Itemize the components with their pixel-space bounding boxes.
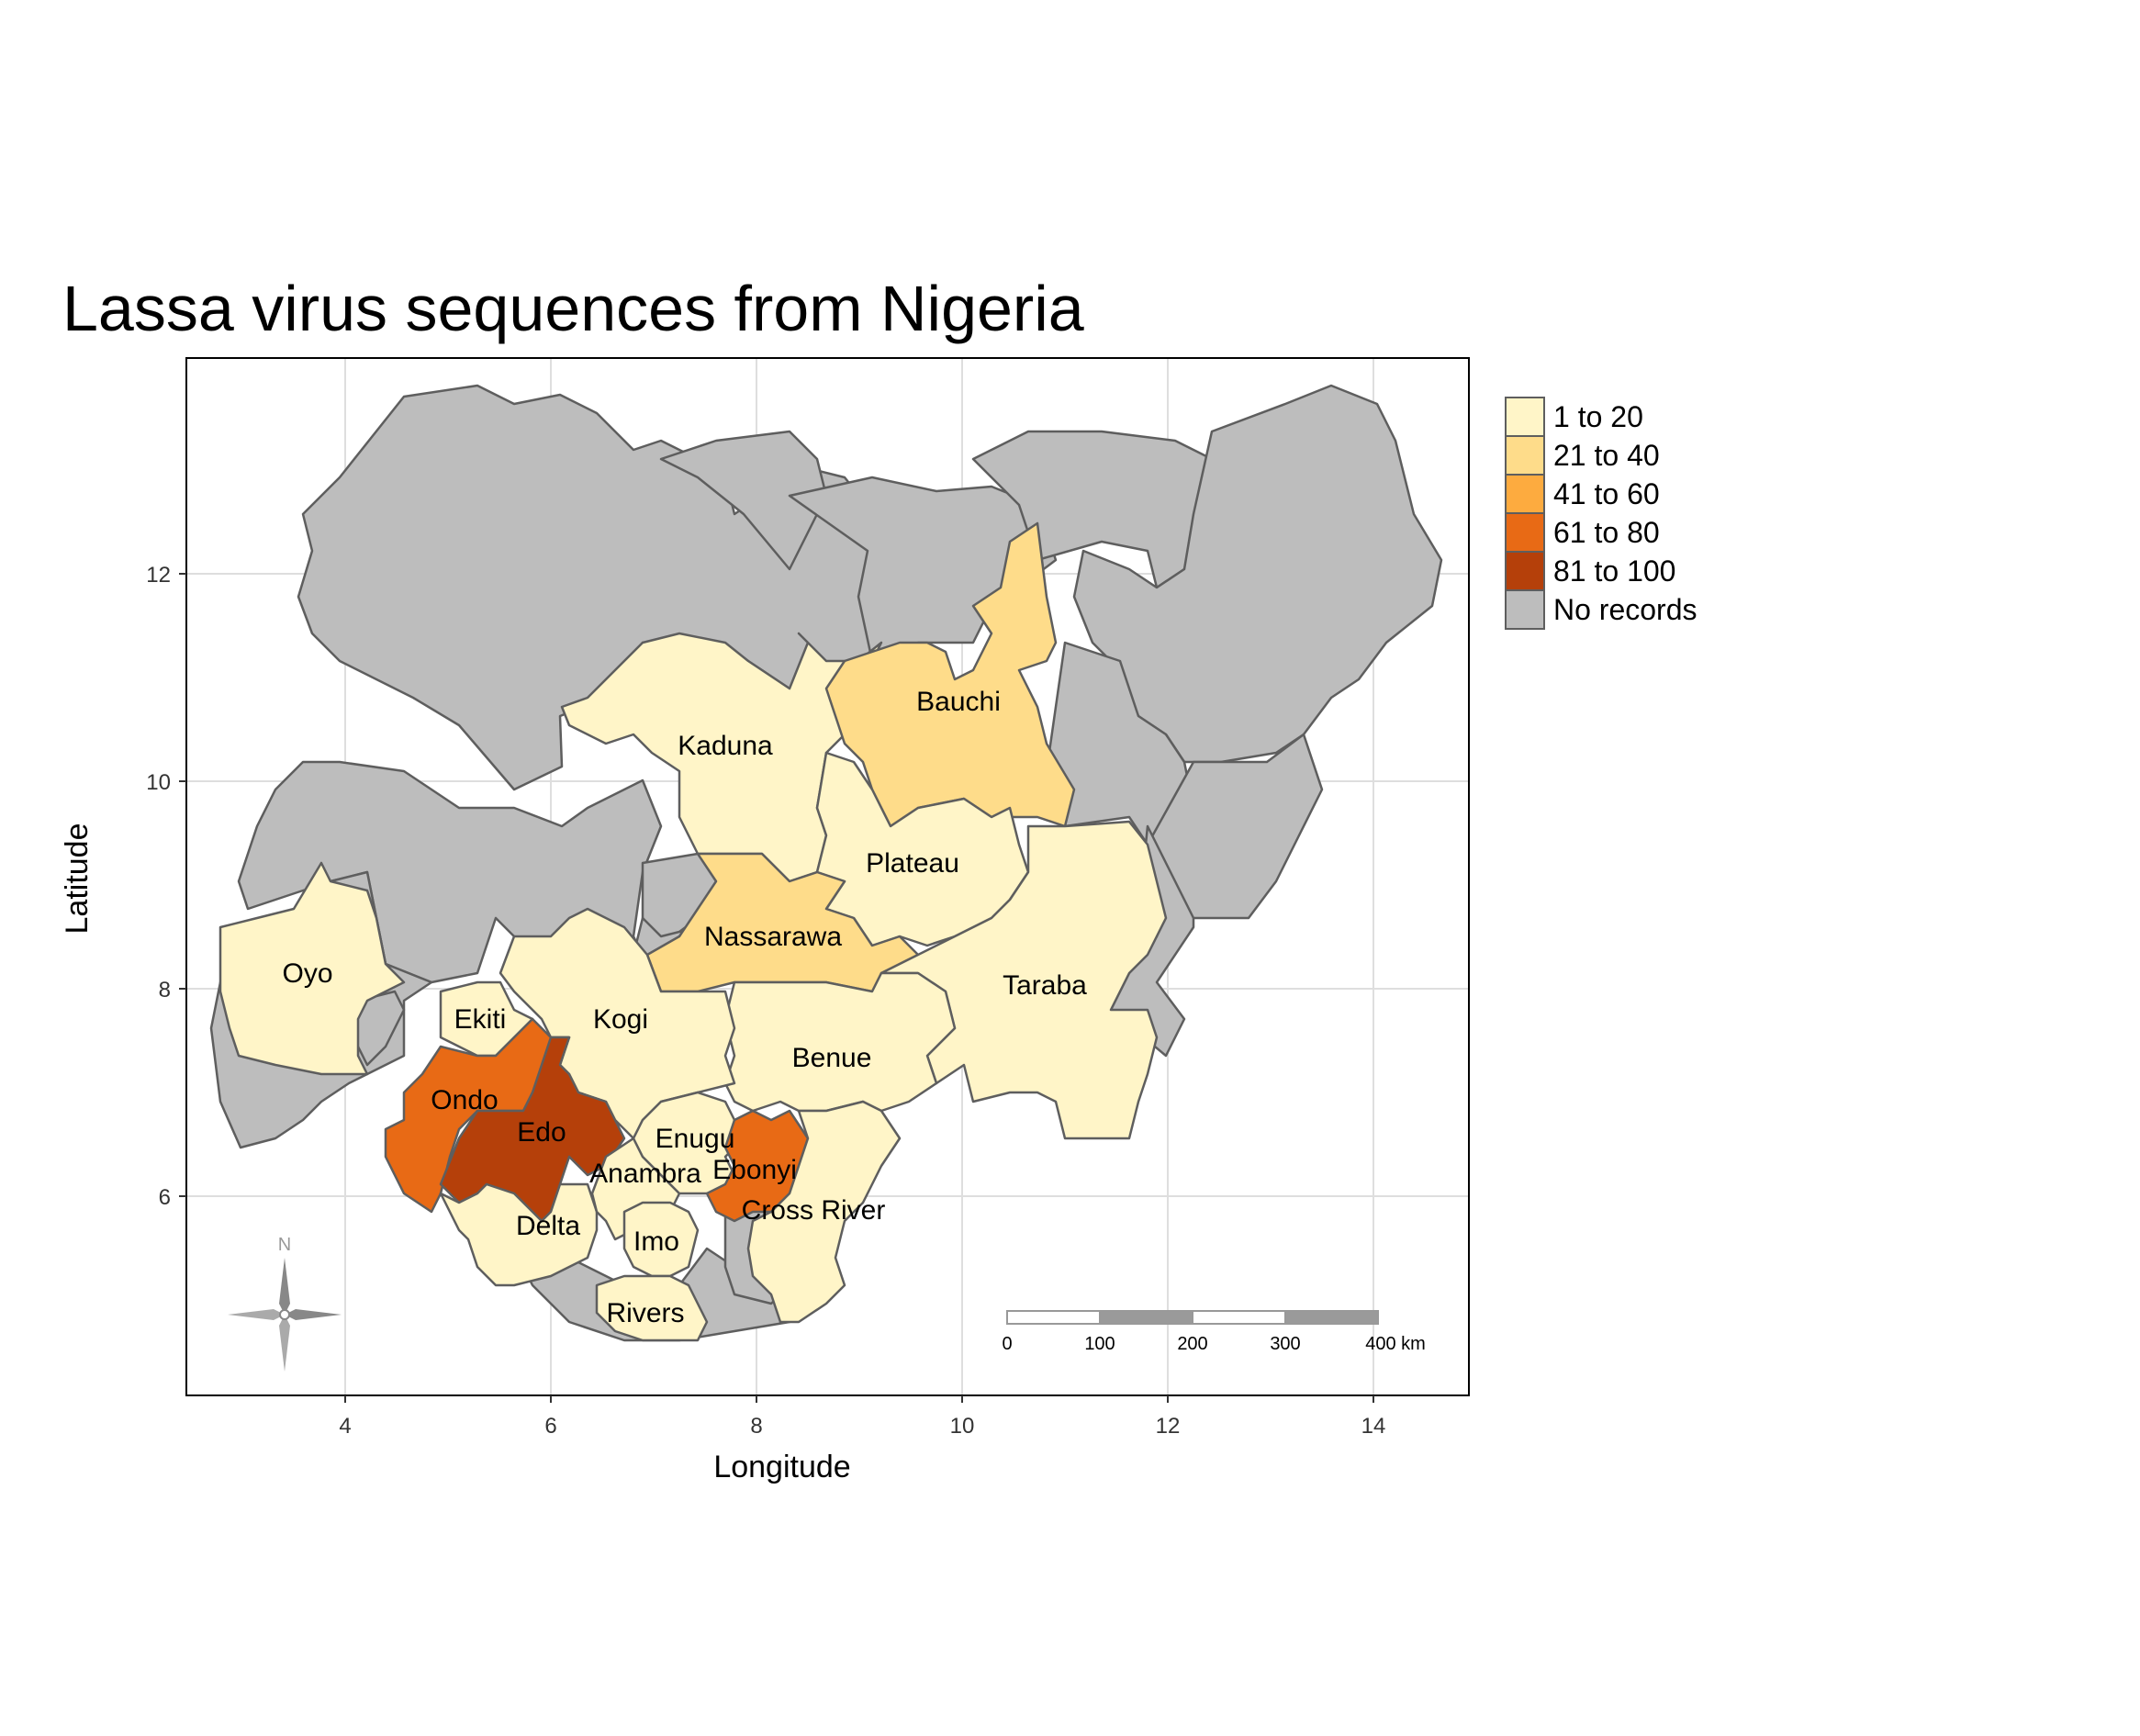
label-benue: Benue [792, 1043, 872, 1073]
legend-label-6: No records [1553, 593, 1697, 626]
scale-label-0: 0 [1002, 1334, 1012, 1354]
label-cross-river: Cross River [742, 1195, 886, 1226]
label-ondo: Ondo [431, 1085, 498, 1115]
legend: 1 to 20 21 to 40 41 to 60 61 to 80 81 to… [1505, 397, 1697, 630]
legend-swatch-3 [1505, 474, 1545, 514]
label-nassarawa: Nassarawa [704, 922, 842, 952]
state-cross-river [746, 1100, 902, 1324]
state-ondo [384, 1017, 571, 1214]
state-delta [439, 1182, 599, 1287]
state-benue [723, 971, 957, 1113]
label-edo: Edo [517, 1117, 566, 1148]
scale-label-300: 300 [1270, 1334, 1300, 1354]
x-tick-6: 6 [544, 1414, 556, 1439]
x-tick-8: 8 [750, 1414, 762, 1439]
scale-label-200: 200 [1177, 1334, 1207, 1354]
state-rivers [595, 1274, 709, 1342]
scale-bar: 0 100 200 300 400 km [1002, 1310, 1426, 1354]
label-oyo: Oyo [282, 958, 332, 989]
legend-label-1: 1 to 20 [1553, 400, 1643, 433]
north-arrow-icon: N [228, 1235, 342, 1372]
y-axis-title: Latitude [60, 823, 95, 935]
y-axis: 12 10 8 6 [146, 563, 186, 1210]
legend-label-2: 21 to 40 [1553, 439, 1660, 472]
label-delta: Delta [516, 1211, 580, 1241]
recorded-states [218, 521, 1168, 1342]
label-plateau: Plateau [866, 848, 959, 879]
label-bauchi: Bauchi [916, 687, 1001, 717]
legend-label-5: 81 to 100 [1553, 554, 1675, 588]
legend-label-4: 61 to 80 [1553, 516, 1660, 549]
state-labels: Kaduna Bauchi Plateau Nassarawa Taraba O… [282, 687, 1087, 1328]
x-axis: 4 6 8 10 12 14 [339, 1395, 1385, 1439]
map-title: Lassa virus sequences from Nigeria [62, 273, 1084, 344]
state-taraba [880, 820, 1168, 1140]
label-rivers: Rivers [606, 1298, 684, 1328]
label-taraba: Taraba [1003, 970, 1087, 1001]
state-enugu [632, 1091, 745, 1195]
legend-label-3: 41 to 60 [1553, 477, 1660, 510]
label-enugu: Enugu [655, 1124, 735, 1154]
x-axis-title: Longitude [713, 1450, 850, 1484]
legend-swatch-1 [1505, 397, 1545, 437]
y-tick-8: 8 [159, 978, 171, 1002]
compass-label: N [278, 1235, 291, 1255]
state-oyo [218, 861, 406, 1076]
x-tick-14: 14 [1361, 1414, 1386, 1439]
legend-swatch-6 [1505, 589, 1545, 630]
legend-swatch-4 [1505, 512, 1545, 553]
scale-label-100: 100 [1084, 1334, 1115, 1354]
x-tick-10: 10 [950, 1414, 975, 1439]
scale-label-400: 400 km [1365, 1334, 1426, 1354]
state-ebonyi [705, 1109, 810, 1223]
legend-swatch-2 [1505, 435, 1545, 476]
label-kogi: Kogi [593, 1004, 648, 1035]
x-tick-4: 4 [339, 1414, 351, 1439]
legend-swatch-5 [1505, 551, 1545, 591]
label-imo: Imo [633, 1226, 679, 1257]
x-tick-12: 12 [1156, 1414, 1181, 1439]
state-imo [622, 1201, 700, 1278]
y-tick-10: 10 [146, 770, 171, 795]
y-tick-12: 12 [146, 563, 171, 588]
label-kaduna: Kaduna [678, 731, 773, 761]
y-tick-6: 6 [159, 1185, 171, 1210]
label-anambra: Anambra [589, 1159, 701, 1189]
label-ebonyi: Ebonyi [712, 1155, 797, 1185]
label-ekiti: Ekiti [454, 1004, 507, 1035]
